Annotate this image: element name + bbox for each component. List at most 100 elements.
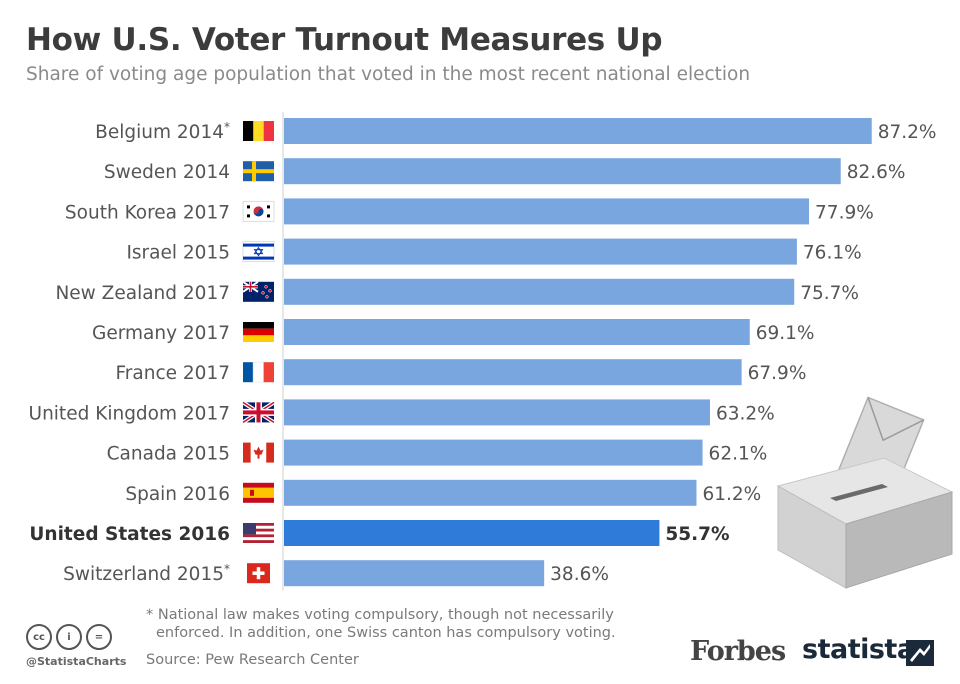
chart-subtitle: Share of voting age population that vote… (26, 64, 751, 85)
value-label: 77.9% (815, 202, 874, 223)
category-year: 2017 (183, 403, 230, 424)
usa-flag-part (243, 540, 274, 543)
category-year: 2015 (183, 243, 230, 264)
france-flag-part (263, 362, 274, 383)
category-label: Spain 2016 (125, 484, 230, 505)
category-country: Canada (107, 444, 183, 465)
bar (284, 319, 750, 345)
category-year: 2014 (177, 122, 224, 143)
footnote-line-2: enforced. In addition, one Swiss canton … (156, 625, 616, 641)
bar (284, 118, 872, 144)
value-label: 76.1% (803, 243, 862, 264)
category-label: Canada 2015 (107, 444, 230, 465)
france-flag-part (252, 361, 265, 383)
switzerland-flag (247, 563, 270, 584)
nd-icon: = (86, 624, 112, 650)
spain-flag-part (243, 487, 274, 498)
category-country: France (116, 363, 183, 384)
usa-flag-part (243, 523, 274, 526)
category-year: 2017 (183, 202, 230, 223)
value-label: 87.2% (878, 122, 937, 143)
new-zealand-flag-part (264, 285, 268, 289)
value-label: 61.2% (702, 484, 761, 505)
value-label: 82.6% (847, 162, 906, 183)
israel-flag-part (253, 249, 264, 257)
south-korea-flag-part (247, 214, 250, 218)
forbes-logo: Forbes (690, 636, 786, 667)
category-country: Belgium (95, 122, 177, 143)
new-zealand-flag-part (243, 286, 258, 288)
category-country: Switzerland (63, 564, 177, 585)
switzerland-flag-part (252, 571, 265, 575)
usa-flag-part (243, 525, 274, 529)
bar (284, 278, 795, 305)
category-label: United Kingdom 2017 (29, 403, 230, 424)
spain-flag-part (250, 489, 254, 496)
spain-flag (243, 482, 274, 503)
israel-flag-part (243, 243, 274, 247)
statista-logo: statista (802, 634, 915, 665)
israel-flag (242, 241, 275, 263)
category-label: Switzerland 2015* (63, 562, 230, 585)
usa-flag-part (243, 534, 274, 538)
canada-flag-part (243, 442, 251, 463)
bar (284, 399, 710, 426)
footnote-line-1: * National law makes voting compulsory, … (146, 607, 614, 623)
bar (284, 479, 697, 506)
usa-flag (243, 523, 274, 543)
category-label: Belgium 2014* (95, 120, 230, 143)
category-label: Sweden 2014 (104, 162, 230, 183)
new-zealand-flag-part (261, 291, 265, 295)
belgium-flag-part (253, 121, 264, 141)
sweden-flag-part (243, 169, 274, 174)
spain-flag-part (243, 482, 274, 488)
category-year: 2015 (183, 444, 230, 465)
israel-flag-part (253, 246, 264, 255)
france-flag-part (243, 362, 254, 383)
license-icons: cc i = (26, 624, 112, 650)
by-icon: i (56, 624, 82, 650)
category-country: United States (29, 524, 178, 545)
source-text: Source: Pew Research Center (146, 652, 359, 668)
south-korea-flag-part (267, 205, 270, 209)
ballot-box-icon (776, 396, 954, 589)
value-label: 75.7% (800, 283, 859, 304)
statista-mark-icon (906, 640, 934, 666)
category-label: United States 2016 (29, 524, 230, 545)
new-zealand-flag-part (265, 295, 269, 299)
value-label: 38.6% (550, 564, 609, 585)
bar (284, 158, 841, 185)
belgium-flag (243, 121, 274, 141)
new-zealand-flag (242, 280, 274, 302)
category-footnote-mark: * (224, 120, 230, 134)
category-country: Spain (125, 484, 183, 505)
south-korea-flag-part (253, 208, 264, 217)
israel-flag-part (243, 256, 274, 260)
germany-flag-part (243, 328, 274, 336)
category-label: New Zealand 2017 (55, 283, 230, 304)
bar (284, 439, 703, 466)
bar (284, 238, 797, 265)
value-label: 63.2% (716, 403, 775, 424)
spain-flag-part (243, 497, 274, 503)
footnote: * National law makes voting compulsory, … (146, 606, 666, 642)
value-label: 55.7% (665, 524, 729, 545)
canada-flag-part (266, 442, 274, 463)
bar (284, 520, 660, 546)
germany-flag (243, 322, 274, 342)
category-footnote-mark: * (224, 562, 230, 576)
new-zealand-flag-part (268, 289, 272, 293)
category-year: 2017 (183, 323, 230, 344)
category-year: 2017 (183, 363, 230, 384)
category-label: Germany 2017 (92, 323, 230, 344)
france-flag (243, 361, 274, 383)
usa-flag-part (243, 523, 256, 535)
germany-flag-part (243, 335, 274, 342)
uk-flag (241, 400, 276, 425)
bar (284, 198, 810, 225)
category-country: South Korea (65, 202, 183, 223)
bar-chart: 87.2%Belgium 2014*82.6%Sweden 201477.9%S… (29, 112, 937, 591)
belgium-flag-part (263, 121, 274, 141)
belgium-flag-part (243, 121, 254, 141)
south-korea-flag-part (267, 214, 270, 218)
